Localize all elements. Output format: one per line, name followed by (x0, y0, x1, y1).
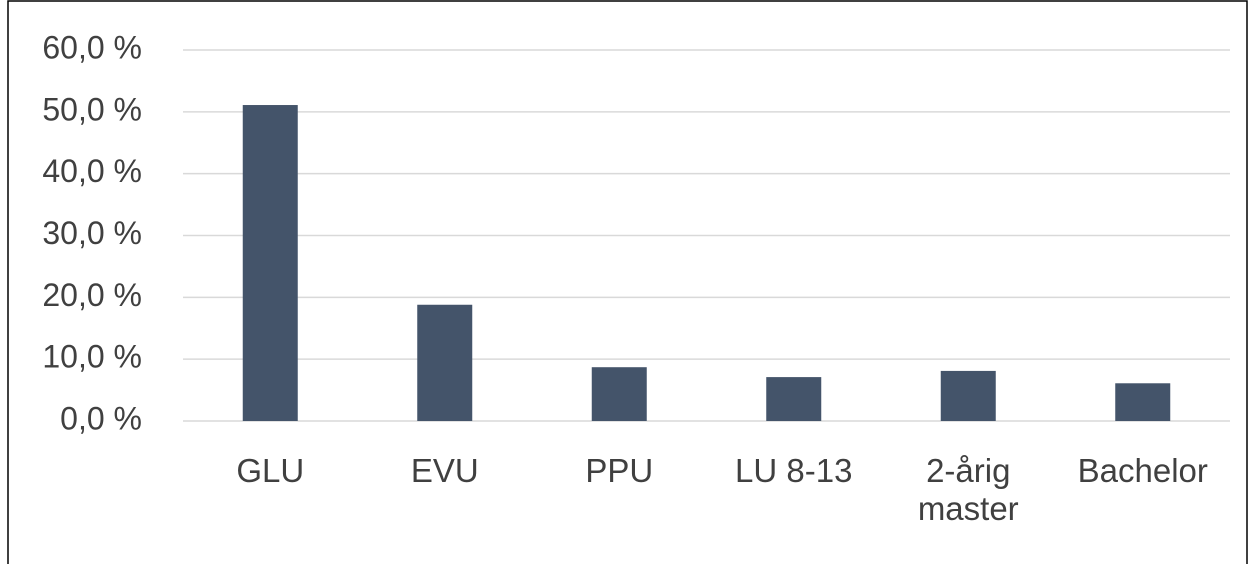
y-tick-label: 40,0 % (42, 153, 142, 189)
y-tick-label: 30,0 % (42, 215, 142, 251)
x-tick-label: LU 8-13 (735, 452, 853, 489)
y-tick-label: 50,0 % (42, 91, 142, 127)
x-tick-label: PPU (585, 452, 654, 489)
y-tick-label: 60,0 % (42, 29, 142, 65)
bar (940, 370, 996, 421)
x-tick-label: EVU (410, 452, 479, 489)
y-tick-label: 20,0 % (42, 277, 142, 313)
bar (242, 105, 298, 421)
x-tick-label: GLU (236, 452, 305, 489)
chart-border (7, 0, 1248, 564)
bar (591, 367, 647, 421)
y-tick-label: 0,0 % (60, 400, 142, 436)
bar (1115, 383, 1171, 421)
bar (766, 377, 822, 421)
x-tick-label: 2-årig master (917, 452, 1019, 527)
y-tick-label: 10,0 % (42, 339, 142, 375)
bar (417, 304, 473, 421)
x-tick-label: Bachelor (1077, 452, 1208, 489)
